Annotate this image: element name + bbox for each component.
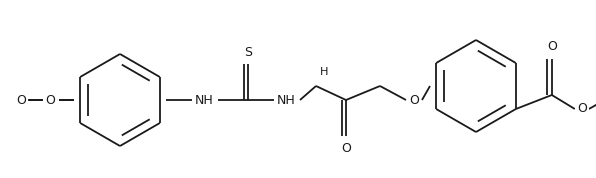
Text: O: O [16,93,26,106]
Text: NH: NH [195,93,213,106]
Text: O: O [409,93,419,106]
Text: O: O [341,142,351,155]
Text: S: S [244,46,252,59]
Text: O: O [45,93,55,106]
Text: NH: NH [277,93,296,106]
Text: O: O [577,103,587,116]
Text: H: H [319,67,328,77]
Text: O: O [47,93,57,106]
Text: O: O [547,41,557,54]
